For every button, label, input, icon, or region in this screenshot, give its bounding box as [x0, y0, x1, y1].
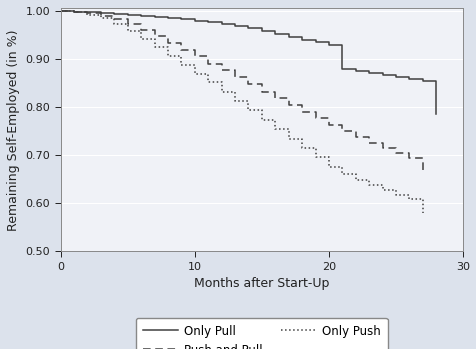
Y-axis label: Remaining Self-Employed (in %): Remaining Self-Employed (in %)	[7, 29, 20, 231]
Legend: Only Pull, Push and Pull, Only Push: Only Pull, Push and Pull, Only Push	[136, 318, 387, 349]
X-axis label: Months after Start-Up: Months after Start-Up	[194, 277, 329, 290]
